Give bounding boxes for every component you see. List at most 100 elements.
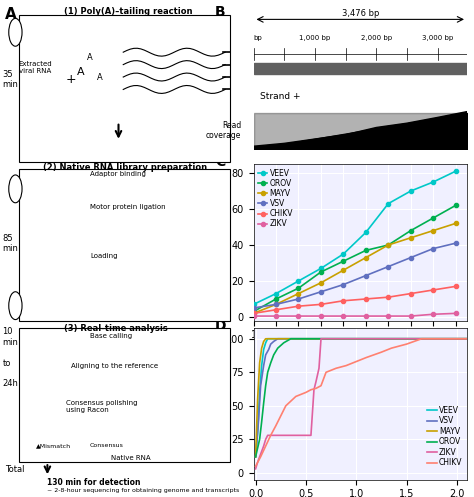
Text: A: A <box>87 53 93 62</box>
CHIKV <box>364 354 369 360</box>
ZIKV <box>313 379 319 385</box>
ZIKV <box>251 313 256 319</box>
VEEV <box>464 336 470 342</box>
Text: Adaptor binding: Adaptor binding <box>90 171 146 177</box>
Text: B: B <box>215 5 226 19</box>
ZIKV <box>363 313 369 319</box>
ZIKV <box>273 313 279 319</box>
Line: VSV: VSV <box>255 339 467 457</box>
VEEV <box>263 340 268 346</box>
ZIKV <box>296 313 301 319</box>
Y-axis label: %Genome coverage: %Genome coverage <box>210 354 220 453</box>
MAYV <box>453 220 458 226</box>
Text: ⏱: ⏱ <box>12 27 18 37</box>
ZIKV <box>453 311 458 317</box>
VSV <box>385 263 391 269</box>
ZIKV <box>430 311 436 317</box>
ZIKV <box>318 336 324 342</box>
Circle shape <box>9 175 22 203</box>
Text: ⏱: ⏱ <box>12 301 18 311</box>
CHIKV <box>313 385 319 391</box>
ZIKV <box>318 313 324 319</box>
Line: VSV: VSV <box>252 241 458 310</box>
Line: ZIKV: ZIKV <box>252 311 458 318</box>
Text: (1) Poly(A)–tailing reaction: (1) Poly(A)–tailing reaction <box>64 7 192 16</box>
OROV <box>253 454 258 460</box>
Line: OROV: OROV <box>255 339 467 457</box>
MAYV <box>259 345 264 351</box>
CHIKV <box>379 349 384 355</box>
VSV <box>318 289 324 295</box>
VSV <box>363 272 369 278</box>
VEEV <box>251 301 256 307</box>
VSV <box>271 338 276 344</box>
VEEV <box>363 230 369 236</box>
VEEV <box>408 188 414 194</box>
ZIKV <box>311 387 317 393</box>
VEEV <box>340 251 346 257</box>
OROV <box>251 309 256 315</box>
CHIKV <box>419 336 424 342</box>
CHIKV <box>354 358 359 364</box>
VEEV <box>453 168 458 174</box>
CHIKV <box>404 341 410 347</box>
Text: Extracted
viral RNA: Extracted viral RNA <box>19 61 52 74</box>
OROV <box>281 340 287 346</box>
VSV <box>464 336 470 342</box>
VSV <box>408 254 414 260</box>
Text: Total: Total <box>5 465 24 474</box>
CHIKV <box>283 403 289 409</box>
CHIKV <box>251 311 256 317</box>
Line: MAYV: MAYV <box>255 339 467 457</box>
Text: Read
coverage: Read coverage <box>206 121 241 140</box>
CHIKV <box>343 363 349 369</box>
Text: 85
min: 85 min <box>2 234 18 253</box>
FancyBboxPatch shape <box>19 328 230 462</box>
MAYV <box>385 242 391 248</box>
Legend: VEEV, OROV, MAYV, VSV, CHIKV, ZIKV: VEEV, OROV, MAYV, VSV, CHIKV, ZIKV <box>257 168 294 229</box>
VSV <box>263 352 268 358</box>
CHIKV <box>318 301 324 307</box>
Text: 3,000 bp: 3,000 bp <box>422 35 453 41</box>
ZIKV <box>316 365 322 371</box>
CHIKV <box>453 283 458 289</box>
ZIKV <box>385 313 391 319</box>
OROV <box>265 369 271 375</box>
VSV <box>430 246 436 251</box>
Text: ▲Mismatch: ▲Mismatch <box>36 443 71 448</box>
OROV <box>363 248 369 253</box>
OROV <box>259 419 264 425</box>
Text: ⏱: ⏱ <box>12 184 18 194</box>
OROV <box>288 336 294 342</box>
VEEV <box>268 336 273 342</box>
CHIKV <box>308 387 314 393</box>
OROV <box>268 360 273 366</box>
VEEV <box>385 201 391 207</box>
ZIKV <box>259 448 264 454</box>
MAYV <box>273 301 279 307</box>
X-axis label: Minute: Minute <box>342 346 378 356</box>
Text: Aligning to the reference: Aligning to the reference <box>71 363 158 369</box>
MAYV <box>251 311 256 317</box>
Line: CHIKV: CHIKV <box>255 339 467 466</box>
Line: OROV: OROV <box>252 203 458 314</box>
CHIKV <box>363 296 369 302</box>
FancyBboxPatch shape <box>19 15 230 162</box>
CHIKV <box>273 307 279 313</box>
Text: bp: bp <box>254 35 262 41</box>
VEEV <box>255 430 260 436</box>
OROV <box>453 202 458 208</box>
Text: 35
min: 35 min <box>2 70 18 89</box>
Text: ~ 2-8-hour sequencing for obtaining genome and transcripts: ~ 2-8-hour sequencing for obtaining geno… <box>47 488 240 493</box>
Y-axis label: # reads produced: # reads produced <box>216 199 226 286</box>
MAYV <box>408 235 414 241</box>
MAYV <box>430 228 436 234</box>
VEEV <box>257 390 263 396</box>
MAYV <box>255 396 260 402</box>
VEEV <box>261 346 266 352</box>
Text: 10
min

to

24h: 10 min to 24h <box>2 328 18 388</box>
CHIKV <box>318 383 324 389</box>
CHIKV <box>408 291 414 297</box>
VEEV <box>318 265 324 271</box>
Text: +: + <box>66 73 76 86</box>
